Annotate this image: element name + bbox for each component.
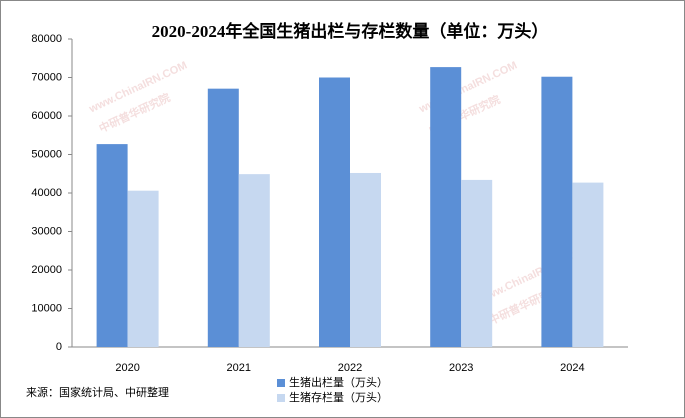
y-tick-label: 30000 (31, 225, 62, 237)
source-note: 来源：国家统计局、中研整理 (26, 385, 169, 399)
bar (96, 144, 128, 347)
x-tick-label: 2021 (227, 362, 251, 374)
y-tick-label: 50000 (31, 148, 62, 160)
bar (238, 174, 270, 347)
y-tick-label: 20000 (31, 264, 62, 276)
y-tick-label: 80000 (31, 33, 62, 45)
bar (207, 88, 239, 347)
bar (541, 76, 573, 347)
bar (572, 182, 604, 347)
y-tick-label: 60000 (31, 110, 62, 122)
legend-label: 生猪出栏量（万头） (289, 375, 388, 389)
legend-swatch (277, 394, 285, 402)
bar (430, 67, 462, 347)
y-tick-label: 40000 (31, 187, 62, 199)
x-tick-label: 2020 (115, 362, 139, 374)
bar (319, 77, 350, 347)
legend-label: 生猪存栏量（万头） (289, 390, 388, 404)
legend-swatch (277, 379, 285, 387)
x-tick-label: 2022 (338, 362, 362, 374)
bar (461, 179, 493, 347)
y-tick-label: 70000 (31, 71, 62, 83)
bar (127, 190, 159, 347)
y-tick-label: 0 (56, 341, 62, 353)
bar (350, 172, 381, 347)
x-tick-label: 2024 (560, 362, 584, 374)
y-tick-label: 10000 (31, 302, 62, 314)
chart-title: 2020-2024年全国生猪出栏与存栏数量（单位：万头） (152, 21, 549, 41)
x-tick-label: 2023 (449, 362, 473, 374)
